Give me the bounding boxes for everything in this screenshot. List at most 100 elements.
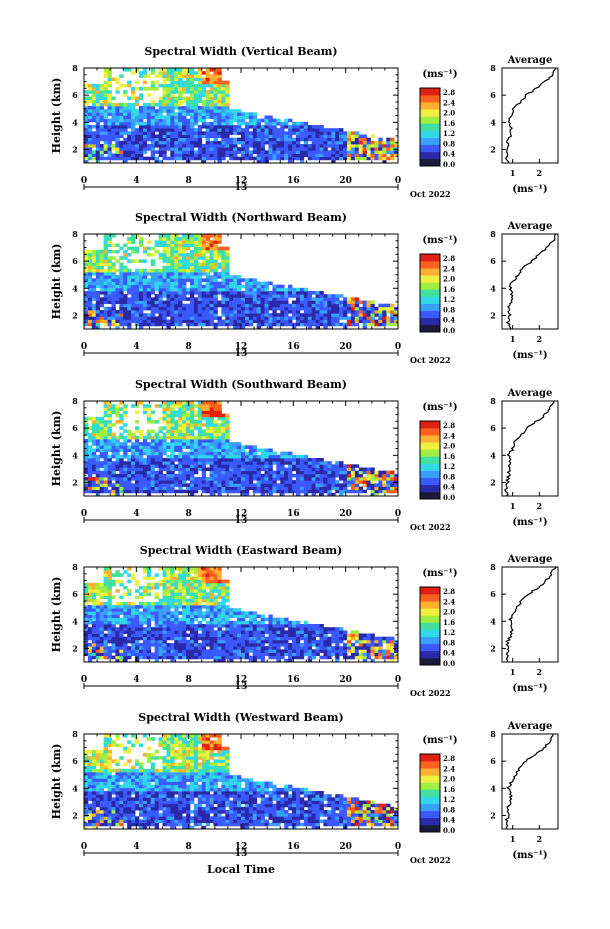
heatmap-cell (91, 99, 97, 104)
heatmap-cell (142, 458, 148, 462)
heatmap-cell (288, 137, 293, 142)
heatmap-cell (135, 630, 140, 634)
heatmap-cell (244, 461, 250, 465)
heatmap-cell (370, 322, 375, 327)
heatmap-cell (248, 316, 254, 320)
heatmap-cell (135, 627, 140, 631)
average-frame (501, 67, 559, 164)
heatmap-cell (217, 147, 222, 151)
heatmap-cell (146, 144, 152, 148)
heatmap-cell (166, 90, 171, 94)
heatmap-cell (99, 253, 105, 257)
heatmap-cell (288, 483, 293, 487)
heatmap-cell (127, 319, 132, 324)
heatmap-cell (127, 137, 132, 142)
heatmap-cell (135, 649, 140, 653)
heatmap-cell (189, 316, 195, 320)
heatmap-cell (178, 87, 183, 91)
heatmap-cell (358, 140, 364, 145)
heatmap-cell (123, 439, 128, 443)
heatmap-cell (299, 303, 305, 308)
heatmap-cell (111, 234, 116, 238)
heatmap-cell (95, 483, 101, 487)
heatmap-cell (268, 300, 273, 305)
heatmap-cell (150, 442, 156, 446)
heatmap-cell (189, 451, 195, 456)
heatmap-cell (115, 464, 120, 468)
heatmap-cell (268, 137, 273, 142)
heatmap-cell (225, 121, 230, 126)
heatmap-cell (150, 435, 156, 440)
heatmap-cell (201, 486, 207, 491)
heatmap-cell (354, 477, 360, 481)
heatmap-cell (166, 256, 171, 260)
heatmap-cell (84, 448, 89, 453)
heatmap-cell (162, 448, 167, 453)
heatmap-cell (174, 118, 179, 123)
heatmap-cell (123, 93, 128, 97)
heatmap-cell (350, 306, 356, 311)
heatmap-cell (103, 595, 108, 600)
heatmap-cell (158, 639, 163, 644)
heatmap-cell (225, 464, 230, 468)
heatmap-cell (127, 652, 132, 657)
heatmap-cell (248, 125, 254, 129)
heatmap-cell (241, 464, 246, 468)
heatmap-cell (103, 589, 108, 593)
heatmap-cell (205, 442, 211, 446)
heatmap-cell (142, 71, 148, 75)
heatmap-cell (107, 608, 112, 612)
heatmap-cell (225, 262, 230, 267)
heatmap-cell (201, 287, 207, 292)
heatmap-cell (158, 624, 163, 628)
heatmap-cell (166, 620, 171, 625)
heatmap-cell (209, 102, 214, 107)
heatmap-cell (327, 319, 332, 324)
heatmap-cell (115, 147, 120, 151)
heatmap-cell (84, 595, 89, 600)
heatmap-cell (189, 423, 195, 427)
heatmap-cell (358, 306, 364, 311)
x-tick-label: 8 (186, 176, 192, 186)
heatmap-cell (115, 589, 120, 593)
heatmap-cell (115, 442, 120, 446)
heatmap-cell (331, 483, 336, 487)
heatmap-cell (256, 454, 262, 459)
heatmap-cell (217, 77, 222, 82)
heatmap-cell (217, 131, 222, 135)
heatmap-cell (311, 291, 316, 295)
heatmap-cell (264, 300, 269, 305)
heatmap-cell (221, 275, 226, 279)
heatmap-cell (193, 93, 199, 97)
heatmap-cell (158, 291, 163, 295)
heatmap-cell (201, 429, 207, 434)
x-tick-label: 20 (339, 509, 352, 519)
heatmap-cell (299, 483, 305, 487)
heatmap-cell (193, 102, 199, 107)
x-tick-label: 0 (81, 509, 87, 519)
heatmap-cell (358, 313, 364, 317)
heatmap-cell (201, 259, 207, 263)
heatmap-cell (87, 262, 93, 267)
heatmap-cell (229, 150, 234, 154)
heatmap-cell (87, 150, 93, 154)
heatmap-cell (197, 153, 203, 158)
heatmap-cell (186, 454, 191, 459)
heatmap-cell (339, 477, 344, 481)
heatmap-cell (107, 297, 112, 301)
heatmap-cell (87, 646, 93, 650)
heatmap-cell (358, 319, 364, 324)
heatmap-cell (170, 319, 175, 324)
heatmap-cell (87, 294, 93, 298)
heatmap-cell (103, 259, 108, 263)
heatmap-cell (91, 442, 97, 446)
heatmap-cell (131, 90, 136, 94)
heatmap-cell (166, 112, 171, 116)
heatmap-cell (186, 147, 191, 151)
heatmap-cell (103, 237, 108, 241)
heatmap-cell (315, 303, 320, 308)
heatmap-cell (237, 281, 242, 286)
heatmap-cell (264, 467, 269, 472)
heatmap-cell (162, 407, 167, 411)
heatmap-cell (209, 115, 214, 120)
